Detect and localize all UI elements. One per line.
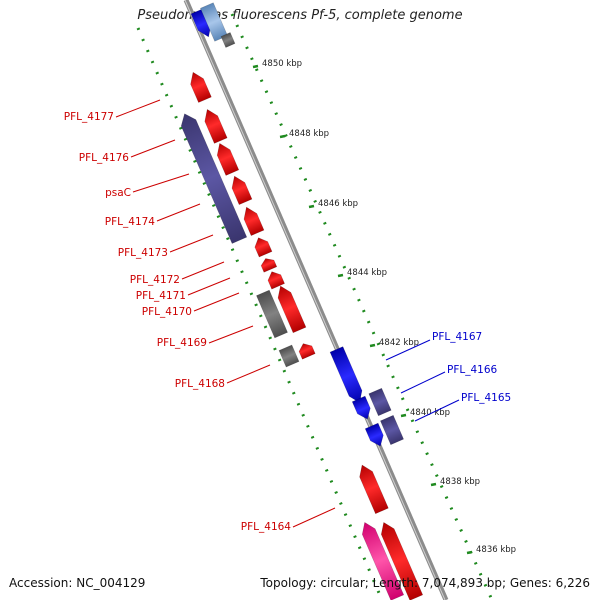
top-gray-small xyxy=(220,32,236,48)
gene-label: PFL_4172 xyxy=(130,274,180,286)
tick-mark xyxy=(279,134,286,139)
tick-mark xyxy=(400,413,407,418)
tick-mark xyxy=(369,343,376,348)
genome-backbone xyxy=(183,0,449,600)
gene-label: PFL_4168 xyxy=(175,378,225,390)
gene-leader-line xyxy=(169,234,214,253)
gene-4165-slate xyxy=(380,414,404,446)
gene-4169-arrow xyxy=(277,285,307,334)
gene-label: PFL_4173 xyxy=(118,247,168,259)
gene-label: PFL_4164 xyxy=(241,521,292,533)
accession-text: Accession: NC_004129 xyxy=(9,576,146,590)
gene-leader-line xyxy=(292,507,336,528)
tick-label: 4846 kbp xyxy=(318,199,358,209)
tick-label: 4840 kbp xyxy=(410,408,450,418)
gene-4167-arrow xyxy=(329,346,363,404)
tick-mark xyxy=(308,204,315,209)
gene-4166-slate xyxy=(368,387,392,417)
tick-mark xyxy=(466,550,473,555)
gene-4177-arrow xyxy=(190,71,212,103)
gene-leader-line xyxy=(400,371,446,394)
gene-leader-line xyxy=(132,173,190,193)
genome-backbone-highlight xyxy=(184,0,446,600)
tick-mark xyxy=(252,64,259,69)
tick-label: 4838 kbp xyxy=(440,477,480,487)
tick-mark xyxy=(337,273,344,278)
top-light-block xyxy=(200,2,228,42)
gene-4174-arrow xyxy=(231,175,253,205)
gene-label: PFL_4165 xyxy=(461,392,511,404)
gene-leader-line xyxy=(385,339,431,361)
gene-leader-line xyxy=(208,325,254,344)
tick-mark xyxy=(430,482,437,487)
gene-label: PFL_4167 xyxy=(432,331,482,343)
gene-leader-line xyxy=(187,277,231,296)
gene-4173-arrow xyxy=(243,206,265,236)
gene-4170-arrow xyxy=(267,271,285,290)
pink-gene-arrow xyxy=(361,521,405,600)
gene-leader-line xyxy=(414,399,460,422)
psaC-arrow xyxy=(216,142,240,176)
gene-4164-arrow xyxy=(359,464,389,515)
gene-leader-line xyxy=(130,139,176,158)
gene-leader-line xyxy=(226,364,271,384)
gene-label: PFL_4177 xyxy=(64,111,114,123)
gene-label: PFL_4166 xyxy=(447,364,498,376)
gene-4171-arrow xyxy=(260,258,278,273)
gene-label: PFL_4174 xyxy=(105,216,156,228)
gene-4166-blue-arrow xyxy=(351,395,371,420)
gene-leader-line xyxy=(193,292,240,312)
tick-label: 4842 kbp xyxy=(379,338,419,348)
gene-leader-line xyxy=(181,261,225,280)
tick-label: 4844 kbp xyxy=(347,268,387,278)
gene-4165-blue-arrow xyxy=(364,422,384,447)
gene-leader-line xyxy=(115,99,161,118)
gene-label: PFL_4171 xyxy=(136,290,186,302)
slate-gene-block xyxy=(180,113,248,244)
gene-label: PFL_4176 xyxy=(79,152,130,164)
tick-label: 4850 kbp xyxy=(262,59,302,69)
gene-4176-arrow xyxy=(204,109,228,144)
red-gene-bottom xyxy=(380,521,424,600)
gene-4168-arrow xyxy=(298,343,316,360)
tick-label: 4848 kbp xyxy=(289,129,329,139)
gene-label: PFL_4169 xyxy=(157,337,207,349)
gene-4172-arrow xyxy=(254,237,273,258)
gene-label: psaC xyxy=(105,187,131,199)
gene-label: PFL_4170 xyxy=(142,306,192,318)
tick-label: 4836 kbp xyxy=(476,545,516,555)
topology-text: Topology: circular; Length: 7,074,893 bp… xyxy=(260,576,590,590)
gene-4168-gray xyxy=(278,344,300,368)
gene-4169-gray xyxy=(256,289,288,339)
gene-leader-line xyxy=(156,203,201,222)
